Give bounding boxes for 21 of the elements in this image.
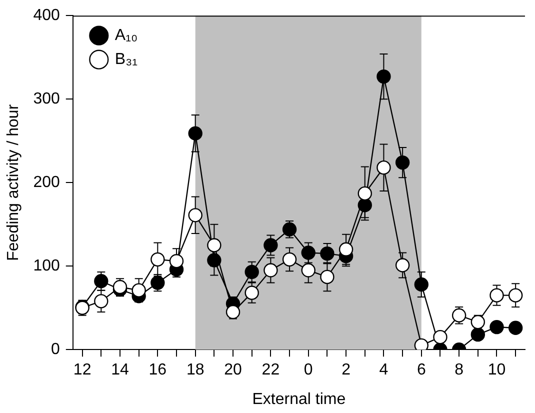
y-tick-label: 400 (33, 7, 60, 24)
y-tick-label: 100 (33, 258, 60, 275)
y-tick-label: 200 (33, 174, 60, 192)
x-axis-title: External time (252, 390, 346, 408)
x-tick-label: 22 (262, 362, 280, 379)
x-tick-label: 8 (454, 362, 464, 379)
x-tick-label: 16 (148, 362, 167, 379)
x-tick-label: 10 (488, 362, 506, 379)
x-tick-label: 2 (342, 362, 351, 379)
y-axis-title: Feeding activity / hour (5, 104, 22, 261)
x-tick-label: 14 (111, 362, 129, 379)
x-tick-label: 12 (73, 362, 92, 379)
y-tick-label: 0 (50, 341, 60, 358)
legend-label: A₁₀ (114, 27, 138, 44)
x-tick-label: 20 (224, 362, 242, 379)
y-tick-label: 300 (33, 90, 60, 108)
x-tick-label: 4 (379, 362, 388, 379)
legend-label: B₃₁ (114, 51, 138, 68)
x-tick-label: 0 (304, 362, 313, 379)
x-tick-label: 18 (186, 362, 204, 379)
x-tick-label: 6 (416, 362, 426, 379)
